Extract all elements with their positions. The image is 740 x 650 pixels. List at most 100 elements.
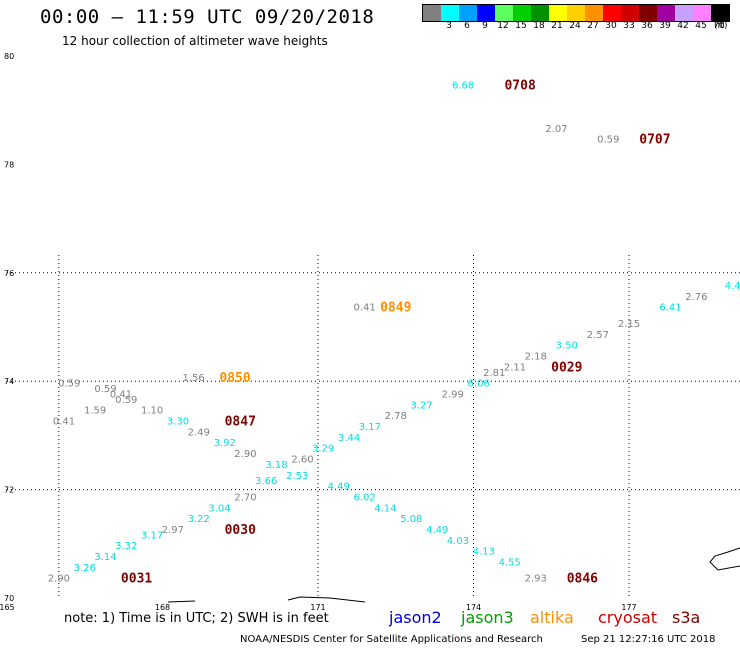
- legend-label: 12: [497, 21, 509, 31]
- swh-value: 4.03: [447, 536, 469, 547]
- swh-value: 0.59: [597, 135, 619, 146]
- legend-swatch: [495, 5, 513, 21]
- swh-value: 2.90: [234, 449, 256, 460]
- swh-value: 2.78: [385, 411, 407, 422]
- swh-value: 2.76: [685, 292, 707, 303]
- swh-value: 3.27: [411, 400, 433, 411]
- legend-swatch: [567, 5, 585, 21]
- swh-value: 2.49: [188, 427, 210, 438]
- legend-label: 42: [677, 21, 689, 31]
- swh-value: 0.59: [58, 379, 80, 390]
- swh-value: 3.17: [359, 422, 381, 433]
- legend-swatch: [603, 5, 621, 21]
- swh-value: 4.55: [499, 557, 521, 568]
- legend-label: 21: [551, 21, 563, 31]
- pass-time: 0707: [639, 133, 670, 148]
- legend-label: 70: [713, 21, 725, 31]
- satellite-name: jason2: [389, 608, 442, 627]
- legend-label: 18: [533, 21, 545, 31]
- lon-tick-label: 168: [155, 603, 170, 612]
- legend-label: 33: [623, 21, 635, 31]
- swh-value: 2.15: [618, 319, 640, 330]
- legend-label: 24: [569, 21, 581, 31]
- map-subtitle: 12 hour collection of altimeter wave hei…: [62, 34, 328, 48]
- pass-time: 0847: [225, 415, 256, 430]
- legend-unit: (ft): [714, 21, 728, 31]
- legend-swatch: [621, 5, 639, 21]
- swh-value: 6.06: [468, 379, 490, 390]
- coastline-segment: [287, 596, 366, 603]
- legend-label: 6: [464, 21, 470, 31]
- swh-value: 3.44: [338, 433, 360, 444]
- legend-swatch: [693, 5, 711, 21]
- legend-swatch: [423, 5, 441, 21]
- swh-value: 0.41: [53, 417, 75, 428]
- swh-value: 3.32: [115, 541, 137, 552]
- legend-label: 9: [482, 21, 488, 31]
- legend-label: 45: [695, 21, 707, 31]
- legend-swatch: [549, 5, 567, 21]
- map-title: 00:00 – 11:59 UTC 09/20/2018: [40, 6, 375, 28]
- legend-label: 15: [515, 21, 527, 31]
- swh-value: 3.30: [167, 417, 189, 428]
- swh-value: 3.66: [255, 476, 277, 487]
- legend-swatch: [513, 5, 531, 21]
- swh-value: 2.57: [587, 330, 609, 341]
- swh-value: 2.90: [48, 574, 70, 585]
- swh-value: 4.49: [426, 525, 448, 536]
- legend-swatch: [639, 5, 657, 21]
- swh-value: 2.18: [525, 352, 547, 363]
- swh-value: 0.59: [115, 395, 137, 406]
- credit-line: NOAA/NESDIS Center for Satellite Applica…: [240, 634, 543, 645]
- lat-tick-label: 74: [4, 377, 14, 386]
- swh-value: 3.14: [94, 552, 116, 563]
- pass-time: 0850: [219, 371, 250, 386]
- lon-tick-label: 177: [621, 603, 636, 612]
- legend-swatch: [711, 5, 729, 21]
- swh-value: 0.41: [354, 303, 376, 314]
- satellite-name: cryosat: [598, 608, 658, 627]
- satellite-name: s3a: [672, 608, 701, 627]
- satellite-name: jason3: [461, 608, 514, 627]
- coastline-segment: [167, 600, 196, 603]
- swh-value: 6.68: [452, 81, 474, 92]
- swh-value: 2.11: [504, 362, 526, 373]
- pass-time-labels: 0708 0707 0849 0029 0850 0847 0030 0031 0846: [121, 79, 671, 587]
- pass-time: 0846: [567, 572, 598, 587]
- lat-tick-label: 76: [4, 269, 14, 278]
- swh-value: 2.70: [234, 492, 256, 503]
- swh-value: 6.41: [659, 303, 681, 314]
- footnote: note: 1) Time is in UTC; 2) SWH is in fe…: [64, 611, 329, 626]
- swh-value: 5.08: [400, 514, 422, 525]
- pass-time: 0849: [380, 301, 411, 316]
- lat-tick-label: 72: [4, 486, 14, 495]
- legend-label: 3: [446, 21, 452, 31]
- swh-value: 3.92: [214, 438, 236, 449]
- swh-value: 3.50: [556, 341, 578, 352]
- swh-value: 3.22: [188, 514, 210, 525]
- wave-height-observations: 6.68 2.07 0.59 4.4 2.76 6.41 0.41 2.15 2.57 3.50 2…: [48, 81, 740, 585]
- swh-value: 1.10: [141, 406, 163, 417]
- legend-label: 36: [641, 21, 653, 31]
- swh-value: 2.81: [483, 368, 505, 379]
- swh-value: 1.56: [182, 373, 204, 384]
- lon-tick-label: 174: [466, 603, 481, 612]
- coastline-segment: [709, 547, 740, 571]
- swh-value: 3.26: [74, 563, 96, 574]
- pass-time: 0708: [504, 79, 535, 94]
- pass-time: 0031: [121, 572, 152, 587]
- swh-value: 3.17: [141, 530, 163, 541]
- color-scale-legend: [422, 4, 730, 22]
- pass-time: 0030: [225, 523, 256, 538]
- swh-value: 0.41: [110, 389, 132, 400]
- legend-label: 39: [659, 21, 671, 31]
- swh-value: 4.13: [473, 547, 495, 558]
- swh-value: 2.99: [442, 389, 464, 400]
- swh-value: 4.49: [328, 482, 350, 493]
- generated-timestamp: Sep 21 12:27:16 UTC 2018: [581, 634, 716, 645]
- legend-swatch: [585, 5, 603, 21]
- lat-tick-label: 70: [4, 594, 14, 603]
- legend-swatch: [675, 5, 693, 21]
